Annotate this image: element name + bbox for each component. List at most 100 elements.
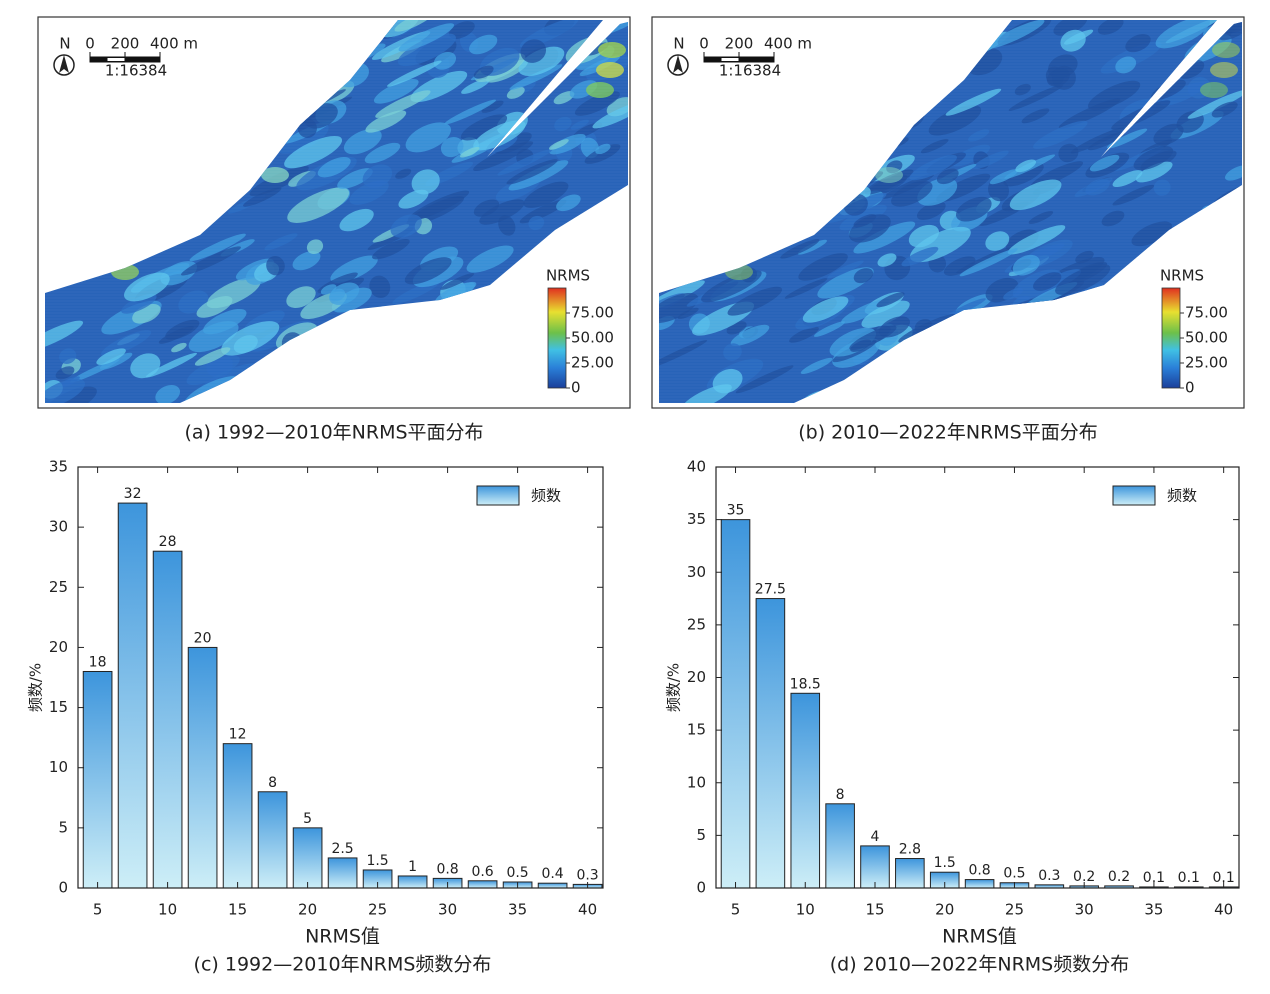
texture-patch <box>968 129 990 142</box>
x-tick-label: 40 <box>1214 901 1233 919</box>
texture-patch <box>586 82 614 98</box>
y-tick-label: 25 <box>49 578 68 596</box>
texture-patch <box>959 248 1018 277</box>
value-label: 20 <box>194 630 212 646</box>
texture-patch <box>473 141 534 171</box>
value-label: 28 <box>159 534 177 550</box>
value-label: 8 <box>836 787 845 803</box>
colorbar-label: 75.00 <box>1185 304 1228 322</box>
texture-patch <box>827 260 864 279</box>
value-label: 12 <box>229 727 247 743</box>
caption: (a) 1992—2010年NRMS平面分布 <box>184 422 483 444</box>
texture-patch <box>186 355 240 386</box>
texture-patch <box>800 357 833 374</box>
bar <box>964 879 995 889</box>
x-axis-title: NRMS值 <box>305 926 380 948</box>
texture-patch <box>479 199 525 225</box>
bar <box>720 519 751 889</box>
texture-patch <box>677 307 699 320</box>
y-tick-label: 15 <box>49 698 68 716</box>
texture-patch <box>343 128 382 155</box>
texture-patch <box>440 273 475 290</box>
texture-patch <box>1070 127 1125 154</box>
texture-patch <box>221 321 280 356</box>
texture-patch <box>386 60 442 87</box>
texture-patch <box>373 78 419 104</box>
texture-patch <box>659 292 699 324</box>
texture-patch <box>1058 98 1121 129</box>
texture-patch <box>1153 179 1171 196</box>
texture-patch <box>369 275 391 298</box>
x-tick-label: 10 <box>158 901 177 919</box>
texture-patch <box>1009 179 1062 211</box>
texture-patch <box>1136 161 1173 183</box>
colorbar-label: 0 <box>1185 379 1195 397</box>
texture-patch <box>96 348 126 365</box>
texture-patch <box>1015 159 1037 173</box>
texture-patch <box>339 208 374 232</box>
bar <box>187 646 218 889</box>
texture-patch <box>909 154 957 181</box>
texture-patch <box>390 214 422 238</box>
x-tick-label: 15 <box>865 901 884 919</box>
value-label: 0.3 <box>1038 868 1060 884</box>
y-tick-label: 20 <box>687 668 706 686</box>
texture-patch <box>1112 170 1143 188</box>
texture-patch <box>554 116 572 132</box>
texture-patch <box>362 164 393 188</box>
texture-patch <box>1187 89 1242 119</box>
texture-patch <box>1007 225 1066 255</box>
texture-patch <box>317 157 351 178</box>
texture-patch <box>196 296 233 318</box>
texture-patch <box>194 347 231 366</box>
caption: (b) 2010—2022年NRMS平面分布 <box>798 422 1098 444</box>
texture-patch <box>411 169 440 195</box>
texture-patch <box>789 326 819 343</box>
texture-patch <box>266 256 285 276</box>
texture-patch <box>875 167 903 183</box>
texture-patch <box>181 246 241 276</box>
texture-patch <box>286 286 316 308</box>
texture-patch <box>101 330 152 357</box>
texture-patch <box>574 91 620 116</box>
texture-patch <box>1087 80 1141 111</box>
texture-patch <box>1133 146 1174 171</box>
x-tick-label: 35 <box>508 901 527 919</box>
texture-patch <box>829 327 876 357</box>
texture-patch <box>549 133 586 155</box>
colorbar-title: NRMS <box>1160 267 1204 285</box>
texture-patch <box>596 62 624 78</box>
texture-patch <box>158 325 194 344</box>
bar <box>82 670 113 889</box>
texture-patch <box>397 33 456 67</box>
value-label: 5 <box>303 811 312 827</box>
texture-patch <box>99 352 133 370</box>
texture-patch <box>849 325 897 350</box>
texture-patch <box>595 143 611 155</box>
scale-label: 0 <box>85 35 95 53</box>
colorbar-label: 25.00 <box>1185 354 1228 372</box>
texture-patch <box>1052 65 1076 90</box>
value-label: 4 <box>871 829 880 845</box>
texture-patch <box>287 187 350 223</box>
y-tick-label: 25 <box>687 615 706 633</box>
value-label: 0.6 <box>471 864 493 880</box>
value-label: 0.2 <box>1108 869 1130 885</box>
texture-patch <box>1089 154 1120 172</box>
texture-patch <box>466 245 514 273</box>
texture-patch <box>891 180 933 207</box>
value-label: 2.8 <box>899 842 921 858</box>
x-tick-label: 5 <box>731 901 741 919</box>
value-label: 18 <box>89 654 107 670</box>
texture-patch <box>189 233 246 262</box>
texture-patch <box>1225 165 1242 181</box>
scale-label: 0 <box>699 35 709 53</box>
texture-patch <box>509 64 563 90</box>
value-label: 2.5 <box>331 841 353 857</box>
texture-patch <box>1003 162 1044 187</box>
texture-patch <box>1058 143 1079 163</box>
texture-patch <box>1014 83 1031 96</box>
bar <box>222 743 253 889</box>
texture-patch <box>1218 22 1242 41</box>
scale-label: 200 <box>725 35 754 53</box>
